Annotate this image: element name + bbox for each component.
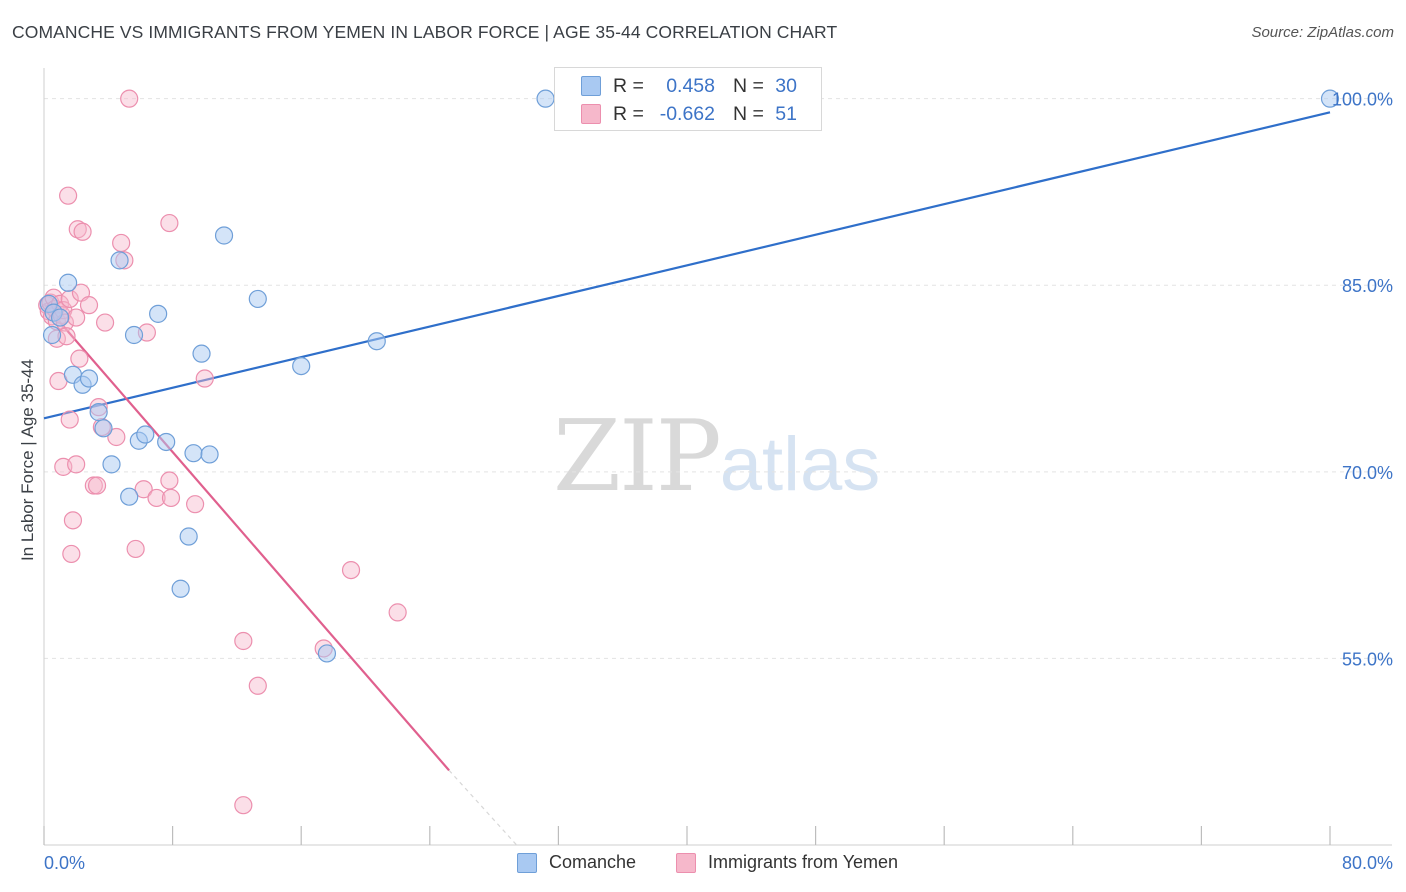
legend-row-comanche: R = 0.458 N = 30 xyxy=(555,73,821,99)
comanche-point xyxy=(367,332,386,351)
comanche-point xyxy=(79,369,99,388)
yemen-point xyxy=(126,539,145,559)
comanche-swatch xyxy=(581,76,601,96)
correlation-legend: R = 0.458 N = 30 R = -0.662 N = 51 xyxy=(554,67,822,131)
n-label: N = xyxy=(733,75,764,97)
legend-row-yemen: R = -0.662 N = 51 xyxy=(555,101,821,127)
r-label: R = xyxy=(613,75,644,97)
comanche-point xyxy=(110,251,129,270)
yemen-point xyxy=(388,603,407,622)
comanche-point xyxy=(149,304,168,323)
comanche-point xyxy=(102,455,121,474)
comanche-point xyxy=(157,432,176,452)
comanche-trend-line xyxy=(43,111,1331,420)
comanche-point xyxy=(42,325,62,345)
r-value: -0.662 xyxy=(659,103,715,125)
comanche-point xyxy=(200,445,219,464)
axes xyxy=(43,68,1392,846)
comanche-point xyxy=(1320,89,1340,108)
yemen-point xyxy=(341,560,361,580)
yemen-point xyxy=(95,313,115,332)
comanche-point xyxy=(120,487,139,506)
source-label: Source: ZipAtlas.com xyxy=(1251,24,1394,41)
r-value: 0.458 xyxy=(666,75,715,97)
yemen-point xyxy=(87,476,107,495)
comanche-point xyxy=(192,344,211,363)
yemen-point xyxy=(147,488,166,508)
watermark-zip: ZIP xyxy=(553,400,722,514)
yemen-point xyxy=(59,186,78,205)
n-value: 51 xyxy=(775,103,797,125)
legend-label: Comanche xyxy=(549,852,637,872)
comanche-point xyxy=(89,403,108,422)
comanche-point xyxy=(59,273,78,292)
yemen-point xyxy=(107,427,126,447)
tick-labels: 55.0% 70.0% 85.0% 100.0% 0.0% 80.0% xyxy=(44,90,1393,873)
watermark-atlas: atlas xyxy=(719,422,881,507)
comanche-point xyxy=(179,527,198,546)
x-tick-label: 0.0% xyxy=(44,853,85,873)
x-tick-label: 80.0% xyxy=(1342,853,1393,873)
watermark: ZIPatlas xyxy=(553,400,880,514)
comanche-point xyxy=(292,356,311,376)
comanche-point xyxy=(536,89,555,108)
yemen-point xyxy=(234,796,253,815)
comanche-point xyxy=(184,444,203,463)
y-tick-label: 70.0% xyxy=(1342,463,1393,483)
y-tick-label: 55.0% xyxy=(1342,649,1393,669)
chart-title: COMANCHE VS IMMIGRANTS FROM YEMEN IN LAB… xyxy=(12,22,838,42)
yemen-point xyxy=(234,631,253,651)
comanche-point xyxy=(136,425,155,444)
yemen-point xyxy=(63,511,83,530)
yemen-point xyxy=(79,296,99,315)
n-value: 30 xyxy=(775,75,797,97)
yemen-point xyxy=(120,89,139,108)
comanche-point xyxy=(124,325,144,345)
comanche-point xyxy=(317,644,337,663)
comanche-point xyxy=(50,308,70,327)
y-tick-label: 100.0% xyxy=(1332,90,1393,110)
yemen-point xyxy=(60,410,79,429)
yemen-point xyxy=(134,480,153,499)
comanche-point xyxy=(171,579,190,598)
yemen-point xyxy=(70,349,89,368)
yemen-trend-extension xyxy=(448,769,518,846)
yemen-point xyxy=(73,222,92,241)
yemen-trend-line xyxy=(43,303,450,772)
grid-lines xyxy=(44,98,1392,659)
yemen-point xyxy=(160,213,179,233)
trend-lines xyxy=(43,111,1331,846)
legend-label: Immigrants from Yemen xyxy=(708,852,899,872)
yemen-swatch xyxy=(581,104,601,124)
yemen-point xyxy=(67,308,86,327)
yemen-point xyxy=(112,233,131,253)
yemen-point xyxy=(161,488,181,508)
yemen-point xyxy=(248,676,267,695)
comanche-point xyxy=(94,419,113,438)
yemen-point xyxy=(68,220,87,239)
series-legend: Comanche Immigrants from Yemen xyxy=(0,851,1406,877)
yemen-point xyxy=(160,471,179,490)
yemen-point xyxy=(67,455,86,474)
data-points xyxy=(38,89,1340,815)
r-label: R = xyxy=(613,103,644,125)
n-label: N = xyxy=(733,103,764,125)
yemen-swatch xyxy=(676,853,696,873)
comanche-point xyxy=(248,289,267,309)
comanche-point xyxy=(214,226,234,245)
yemen-point xyxy=(186,495,205,514)
yemen-point xyxy=(195,369,214,388)
y-tick-label: 85.0% xyxy=(1342,276,1393,296)
comanche-swatch xyxy=(517,853,537,873)
yemen-point xyxy=(62,544,81,564)
